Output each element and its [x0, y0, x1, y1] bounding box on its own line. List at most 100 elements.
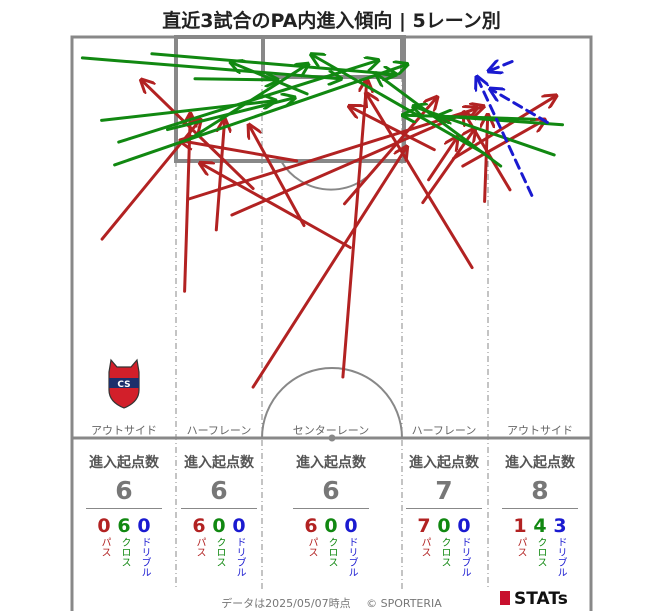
stat-divider — [406, 508, 482, 509]
pass-arrow — [461, 120, 544, 168]
pass-arrow — [452, 96, 556, 160]
breakdown-cross: 0 クロス — [437, 515, 451, 577]
stat-heading: 進入起点数 — [296, 455, 366, 471]
stat-divider — [181, 508, 257, 509]
pass-label: パス — [99, 537, 110, 557]
dribble-label: ドリブル — [234, 537, 245, 577]
cross-count: 0 — [212, 515, 226, 537]
breakdown-dribble: 0 ドリブル — [457, 515, 471, 577]
pass-arrow — [182, 141, 299, 163]
cross-label: クロス — [214, 537, 225, 567]
lane-label: センターレーン — [292, 424, 370, 437]
breakdown-pass: 1 パス — [513, 515, 527, 577]
dribble-label: ドリブル — [346, 537, 357, 577]
lane-label: アウトサイド — [91, 424, 157, 437]
brand-logo: STATs — [500, 589, 568, 609]
stat-divider — [293, 508, 369, 509]
goal-area — [261, 35, 404, 79]
type-breakdown: 6 パス 0 クロス 0 ドリブル — [286, 515, 376, 577]
stat-divider — [502, 508, 578, 509]
type-breakdown: 0 パス 6 クロス 0 ドリブル — [79, 515, 169, 577]
center-spot — [328, 434, 336, 442]
cross-label: クロス — [535, 537, 546, 567]
breakdown-cross: 4 クロス — [533, 515, 547, 577]
entry-total: 6 — [210, 476, 228, 505]
stat-heading: 進入起点数 — [89, 455, 159, 471]
dribble-count: 0 — [232, 515, 246, 537]
club-crest-icon: CS — [108, 358, 140, 409]
pass-count: 7 — [417, 515, 431, 537]
cross-count: 0 — [437, 515, 451, 537]
lane-stats: 進入起点数 8 1 パス 4 クロス 3 ドリブル — [495, 452, 585, 577]
svg-text:CS: CS — [117, 380, 130, 390]
dribble-label: ドリブル — [555, 537, 566, 577]
stat-divider — [86, 508, 162, 509]
pass-count: 1 — [513, 515, 527, 537]
entry-total: 8 — [531, 476, 549, 505]
stat-heading: 進入起点数 — [409, 455, 479, 471]
cross-arrow — [100, 101, 275, 122]
dribble-count: 0 — [344, 515, 358, 537]
pass-arrow — [485, 116, 488, 203]
dribble-arrow — [490, 62, 514, 71]
dribble-arrow — [491, 90, 549, 124]
breakdown-cross: 6 クロス — [117, 515, 131, 577]
cross-label: クロス — [326, 537, 337, 567]
dribble-count: 3 — [553, 515, 567, 537]
breakdown-cross: 0 クロス — [212, 515, 226, 577]
pass-arrow — [187, 107, 483, 201]
type-breakdown: 1 パス 4 クロス 3 ドリブル — [495, 515, 585, 577]
stat-heading: 進入起点数 — [184, 455, 254, 471]
pass-arrow — [350, 107, 436, 152]
lane-stats: 進入起点数 6 0 パス 6 クロス 0 ドリブル — [79, 452, 169, 577]
dribble-label: ドリブル — [139, 537, 150, 577]
lane-label: ハーフレーン — [186, 424, 252, 437]
breakdown-dribble: 0 ドリブル — [232, 515, 246, 577]
breakdown-dribble: 0 ドリブル — [344, 515, 358, 577]
cross-arrow — [312, 55, 487, 156]
cross-count: 6 — [117, 515, 131, 537]
pass-arrow — [427, 138, 457, 182]
data-date: データは2025/05/07時点 — [221, 597, 351, 610]
pass-arrow — [100, 120, 200, 241]
pass-count: 6 — [192, 515, 206, 537]
entry-total: 6 — [115, 476, 133, 505]
lane-label: アウトサイド — [507, 424, 573, 437]
cross-arrow — [193, 79, 277, 80]
stat-heading: 進入起点数 — [505, 455, 575, 471]
brand-mark-icon — [500, 591, 510, 605]
type-breakdown: 6 パス 0 クロス 0 ドリブル — [174, 515, 264, 577]
cross-count: 4 — [533, 515, 547, 537]
cross-arrow — [404, 115, 536, 119]
dribble-count: 0 — [457, 515, 471, 537]
pass-arrow — [201, 164, 352, 249]
footer: データは2025/05/07時点 © SPORTERIA — [0, 595, 663, 611]
cross-arrow — [150, 52, 395, 75]
pass-count: 6 — [304, 515, 318, 537]
pass-label: パス — [419, 537, 430, 557]
cross-count: 0 — [324, 515, 338, 537]
entry-total: 7 — [435, 476, 453, 505]
pass-label: パス — [306, 537, 317, 557]
pass-arrow — [250, 126, 306, 227]
type-breakdown: 7 パス 0 クロス 0 ドリブル — [399, 515, 489, 577]
cross-label: クロス — [119, 537, 130, 567]
pass-arrow — [251, 148, 406, 389]
dribble-count: 0 — [137, 515, 151, 537]
cross-arrow — [187, 65, 307, 142]
pass-arrow — [214, 120, 224, 232]
lane-label: ハーフレーン — [411, 424, 477, 437]
pass-label: パス — [194, 537, 205, 557]
lane-stats: 進入起点数 6 6 パス 0 クロス 0 ドリブル — [174, 452, 264, 577]
center-circle-arc — [261, 367, 403, 439]
breakdown-dribble: 3 ドリブル — [553, 515, 567, 577]
pass-count: 0 — [97, 515, 111, 537]
dribble-label: ドリブル — [459, 537, 470, 577]
breakdown-cross: 0 クロス — [324, 515, 338, 577]
cross-label: クロス — [439, 537, 450, 567]
lane-stats: 進入起点数 7 7 パス 0 クロス 0 ドリブル — [399, 452, 489, 577]
pass-label: パス — [515, 537, 526, 557]
breakdown-dribble: 0 ドリブル — [137, 515, 151, 577]
cross-arrow — [232, 63, 309, 96]
